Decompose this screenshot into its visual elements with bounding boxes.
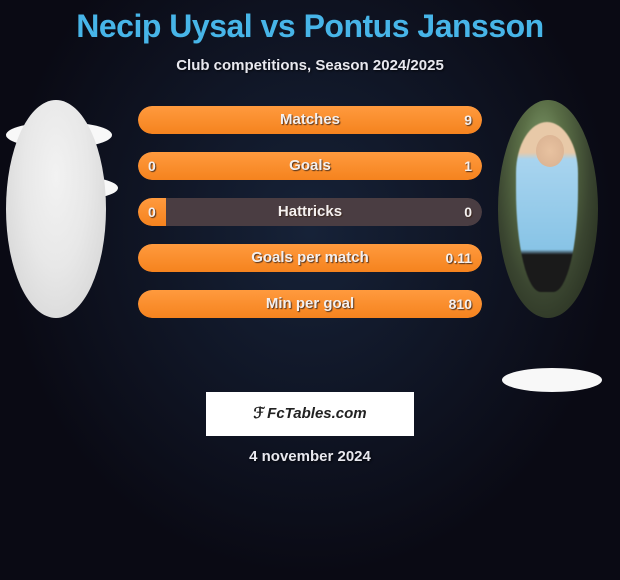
stat-bar-row: Goals per match0.11 bbox=[138, 244, 482, 272]
stat-label: Goals bbox=[138, 152, 482, 180]
stat-value-left: 0 bbox=[148, 152, 156, 180]
stat-value-right: 0.11 bbox=[446, 244, 472, 272]
avatar-placeholder-icon bbox=[6, 100, 106, 318]
branding-label: ℱFcTables.com bbox=[206, 392, 414, 436]
stat-value-right: 1 bbox=[464, 152, 472, 180]
stat-value-right: 0 bbox=[464, 198, 472, 226]
player-avatar-left bbox=[6, 100, 106, 318]
comparison-content: Matches9Goals01Hattricks00Goals per matc… bbox=[0, 106, 620, 366]
subtitle: Club competitions, Season 2024/2025 bbox=[0, 57, 620, 74]
date-label: 4 november 2024 bbox=[0, 448, 620, 465]
stat-bar-row: Goals0 1 bbox=[138, 152, 482, 180]
avatar-photo bbox=[498, 100, 598, 318]
stat-label: Goals per match bbox=[138, 244, 482, 272]
stat-bar-row: Min per goal810 bbox=[138, 290, 482, 318]
stat-value-left: 0 bbox=[148, 198, 156, 226]
decorative-blob bbox=[502, 368, 602, 392]
stat-value-right: 9 bbox=[464, 106, 472, 134]
stat-bar-row: Hattricks0 0 bbox=[138, 198, 482, 226]
stat-bars: Matches9Goals01Hattricks00Goals per matc… bbox=[138, 106, 482, 336]
stat-label: Matches bbox=[138, 106, 482, 134]
stat-bar-row: Matches9 bbox=[138, 106, 482, 134]
page-title: Necip Uysal vs Pontus Jansson bbox=[0, 0, 620, 45]
stat-label: Hattricks bbox=[138, 198, 482, 226]
branding-text: FcTables.com bbox=[267, 405, 366, 422]
stat-label: Min per goal bbox=[138, 290, 482, 318]
stat-value-right: 810 bbox=[449, 290, 472, 318]
infographic-root: Necip Uysal vs Pontus Jansson Club compe… bbox=[0, 0, 620, 580]
branding-sigil-icon: ℱ bbox=[253, 406, 265, 422]
player-avatar-right bbox=[498, 100, 598, 318]
